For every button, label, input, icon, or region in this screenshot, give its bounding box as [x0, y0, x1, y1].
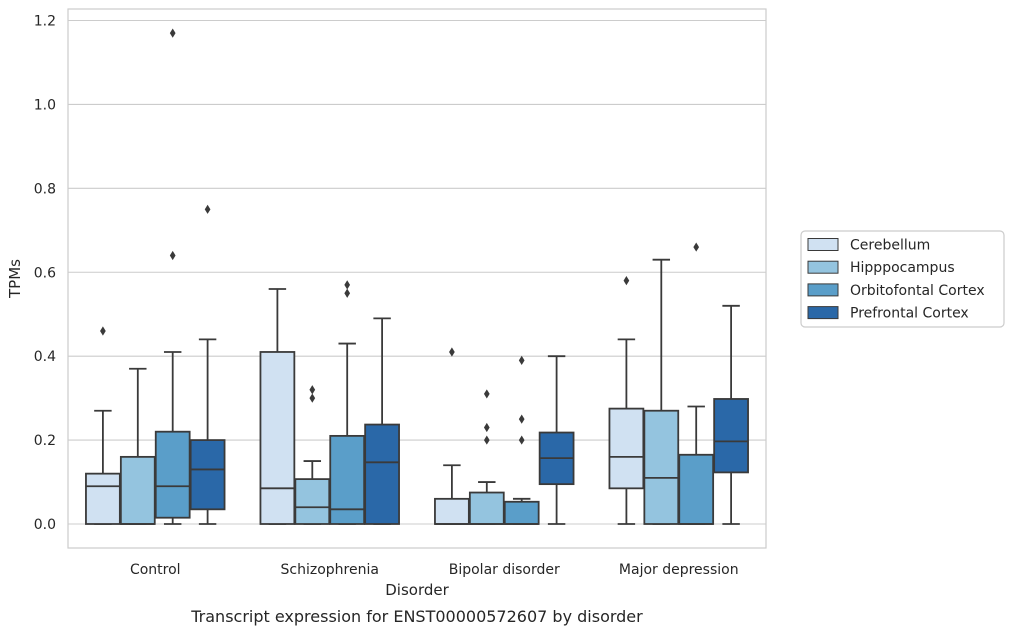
box-prefrontal-cortex-bipolar-disorder	[538, 355, 575, 525]
box-body	[608, 407, 645, 490]
x-tick-label: Control	[130, 562, 181, 578]
box-body	[154, 430, 191, 519]
legend-item: Orbitofontal Cortex	[807, 283, 985, 299]
box-orbitofontal-cortex-control	[154, 28, 191, 525]
y-tick-label: 1.0	[34, 97, 56, 113]
box-prefrontal-cortex-schizophrenia	[364, 317, 400, 525]
legend-label: Cerebellum	[850, 238, 930, 254]
box-orbitofontal-cortex-schizophrenia	[329, 280, 366, 525]
box-body	[643, 409, 680, 525]
outlier-point	[100, 326, 106, 336]
box-hipppocampus-schizophrenia	[294, 385, 331, 525]
plot-frame	[67, 8, 767, 549]
outlier-point	[344, 280, 351, 290]
legend-label: Orbitofontal Cortex	[850, 283, 985, 299]
outlier-point	[483, 435, 490, 445]
box-prefrontal-cortex-control	[189, 204, 226, 525]
box-body	[85, 472, 121, 525]
outlier-point	[623, 276, 630, 286]
y-axis-label: TPMs	[6, 259, 24, 299]
legend-swatch	[807, 260, 839, 274]
box-orbitofontal-cortex-major-depression	[678, 242, 715, 525]
legend-swatch	[807, 238, 839, 251]
box-body	[468, 491, 505, 525]
legend: Cerebellum Hipppocampus Orbitofontal Corte…	[800, 230, 1005, 328]
outlier-point	[449, 347, 455, 357]
box-hipppocampus-control	[119, 367, 156, 525]
chart-caption: Transcript expression for ENST0000057260…	[190, 607, 643, 626]
legend-frame	[800, 230, 1005, 328]
x-axis-label: Disorder	[385, 581, 449, 599]
legend-item: Cerebellum	[807, 238, 930, 254]
outlier-point	[169, 250, 176, 261]
box-body	[678, 453, 715, 525]
legend-label: Hipppocampus	[850, 260, 955, 276]
box-hipppocampus-major-depression	[643, 258, 680, 525]
box-body	[503, 500, 540, 525]
legend-item: Prefrontal Cortex	[807, 306, 969, 322]
box-cerebellum-schizophrenia	[259, 288, 296, 525]
outlier-point	[693, 242, 700, 252]
outlier-point	[169, 28, 176, 38]
box-prefrontal-cortex-major-depression	[713, 304, 749, 525]
y-tick-label: 0.4	[34, 349, 56, 365]
outlier-point	[483, 389, 490, 399]
box-body	[713, 398, 749, 474]
outlier-point	[309, 393, 316, 403]
legend-label: Prefrontal Cortex	[850, 306, 969, 322]
y-tick-label: 1.2	[34, 14, 56, 30]
x-tick-label: Major depression	[619, 562, 739, 578]
box-body	[259, 351, 296, 525]
y-tick-labels: 0.0 0.2 0.4 0.6 0.8 1.0 1.2	[34, 14, 56, 534]
outlier-point	[309, 385, 316, 395]
outlier-point	[518, 355, 525, 365]
box-cerebellum-major-depression	[608, 276, 645, 525]
x-tick-labels: Control Schizophrenia Bipolar disorder Majo…	[130, 562, 739, 578]
outlier-point	[518, 435, 525, 445]
box-body	[189, 439, 226, 511]
outlier-point	[204, 204, 211, 214]
outlier-point	[483, 422, 490, 433]
x-tick-label: Schizophrenia	[281, 562, 379, 578]
box-body	[434, 497, 470, 525]
y-tick-label: 0.2	[34, 433, 56, 449]
box-body	[119, 455, 156, 525]
x-tick-label: Bipolar disorder	[449, 562, 560, 578]
box-hipppocampus-bipolar-disorder	[468, 389, 505, 525]
box-body	[329, 434, 366, 525]
legend-item: Hipppocampus	[807, 260, 955, 276]
y-tick-label: 0.8	[34, 181, 56, 197]
outlier-point	[518, 414, 525, 424]
outlier-point	[344, 288, 351, 298]
box-body	[294, 478, 331, 525]
box-cerebellum-bipolar-disorder	[434, 347, 470, 525]
legend-swatch	[807, 306, 839, 320]
box-orbitofontal-cortex-bipolar-disorder	[503, 355, 540, 525]
legend-swatch	[807, 283, 839, 297]
box-plot-series	[85, 28, 749, 525]
y-tick-label: 0.6	[34, 265, 56, 281]
box-body	[364, 423, 400, 525]
box-cerebellum-control	[85, 326, 121, 525]
y-tick-label: 0.0	[34, 517, 56, 533]
